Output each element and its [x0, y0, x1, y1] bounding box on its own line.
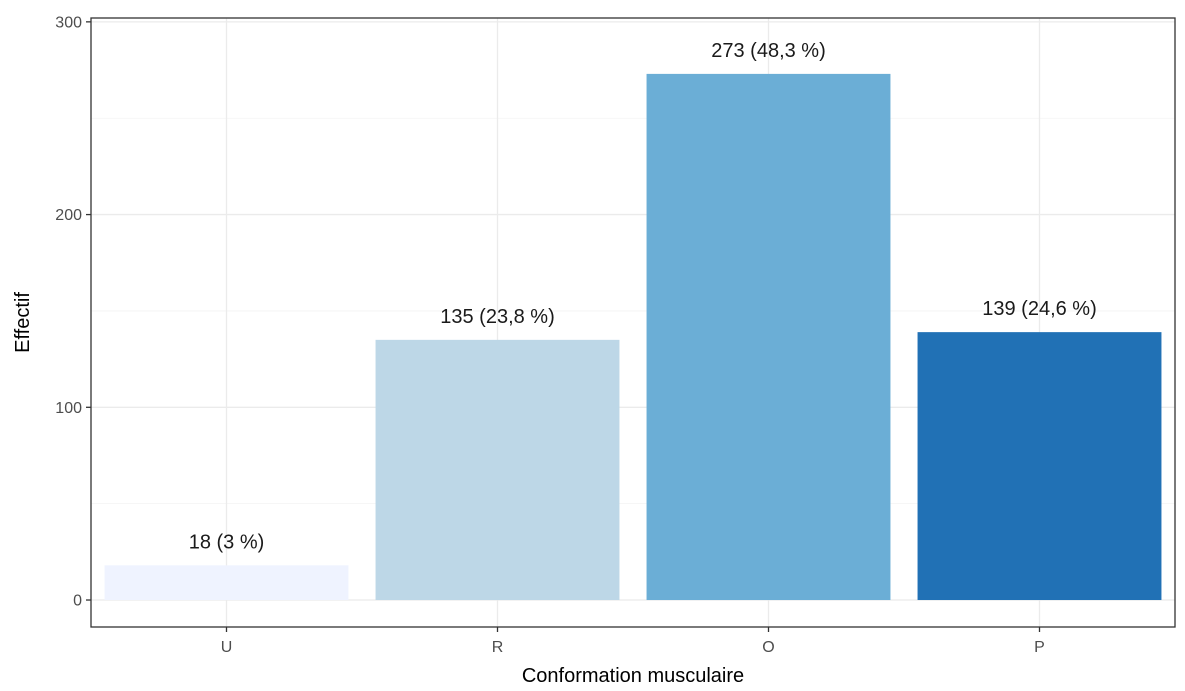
bar-U — [104, 565, 349, 601]
x-tick-label-O: O — [762, 639, 774, 656]
bar-label-P: 139 (24,6 %) — [982, 298, 1097, 320]
y-tick-label: 200 — [55, 207, 82, 224]
plot-panel-border — [90, 17, 1176, 628]
y-axis: 0 100 200 300 — [55, 14, 91, 610]
x-tick-label-R: R — [492, 639, 504, 656]
y-tick-label: 300 — [55, 14, 82, 31]
x-tick-label-U: U — [221, 639, 233, 656]
bar-value-labels: 18 (3 %) 135 (23,8 %) 273 (48,3 %) 139 (24,… — [189, 40, 1097, 553]
bar-R — [375, 339, 620, 601]
x-tick-label-P: P — [1034, 639, 1045, 656]
y-tick-label: 100 — [55, 400, 82, 417]
bar-O — [646, 73, 891, 601]
x-axis-title: Conformation musculaire — [522, 665, 744, 687]
bars — [104, 73, 1162, 601]
y-axis-title: Effectif — [12, 292, 34, 353]
bar-P — [917, 332, 1162, 601]
y-tick-label: 0 — [73, 593, 82, 610]
bar-label-O: 273 (48,3 %) — [711, 40, 826, 62]
bar-label-R: 135 (23,8 %) — [440, 306, 555, 328]
bar-label-U: 18 (3 %) — [189, 531, 265, 553]
